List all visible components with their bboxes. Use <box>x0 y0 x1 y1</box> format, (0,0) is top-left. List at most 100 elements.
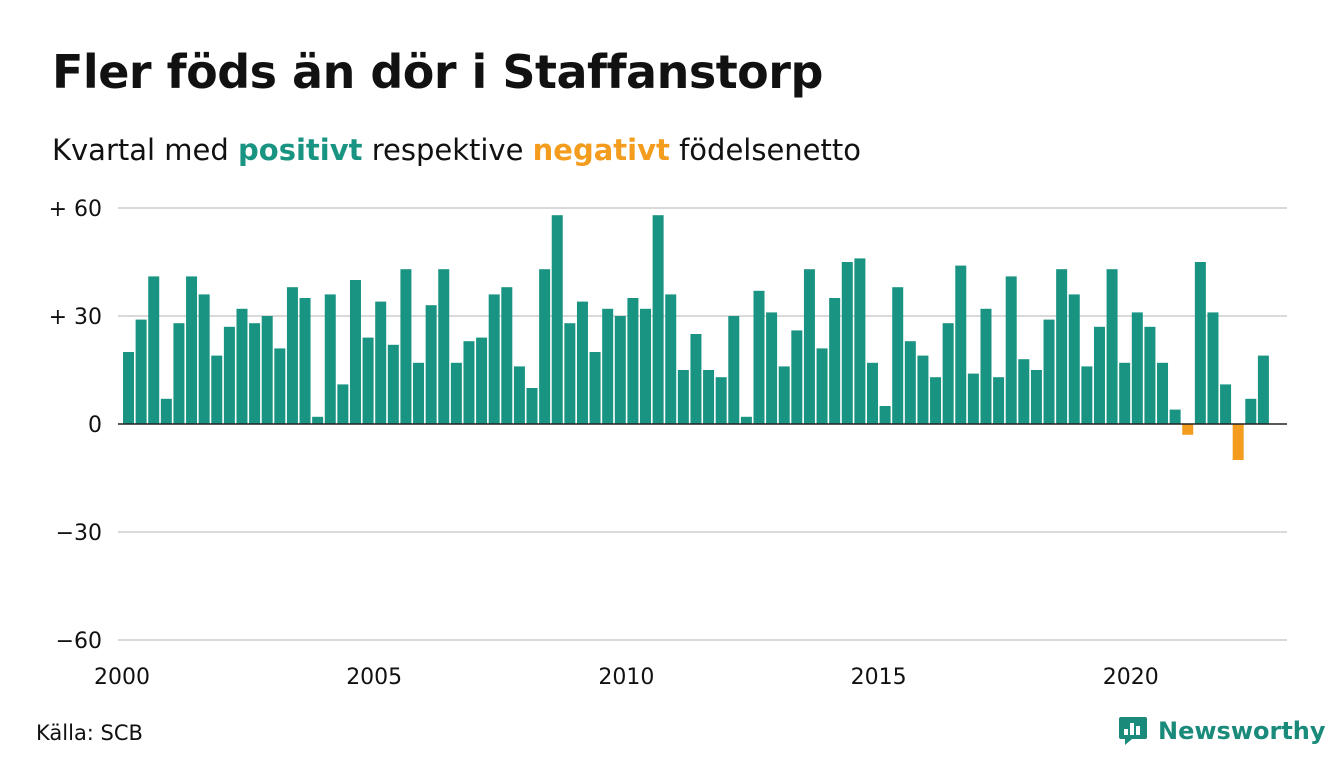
grid-lines <box>118 207 1287 641</box>
bar <box>425 305 437 424</box>
y-tick-label: −60 <box>56 629 102 654</box>
bar-chart: + 60 + 30 0 −30 −60 2000 2005 2010 2015 2020 <box>49 197 1287 690</box>
subtitle-middle: respektive <box>371 133 524 167</box>
bar <box>286 287 298 424</box>
bar <box>123 352 134 424</box>
bar <box>526 388 538 424</box>
bar <box>488 294 500 424</box>
bar <box>564 323 576 424</box>
bar <box>967 373 979 424</box>
bar <box>1157 362 1169 424</box>
bar <box>879 406 891 424</box>
subtitle-positive-word: positivt <box>238 133 363 167</box>
bar <box>312 416 324 424</box>
bar <box>160 398 172 424</box>
bar <box>803 269 815 424</box>
y-axis-labels: + 60 + 30 0 −30 −60 <box>49 197 102 654</box>
bar <box>1043 319 1055 424</box>
bar <box>589 352 601 424</box>
bar <box>236 308 248 424</box>
x-tick-label: 2015 <box>851 665 907 690</box>
bar <box>375 301 387 424</box>
bar <box>324 294 336 424</box>
bar <box>438 269 450 424</box>
bar <box>1030 370 1042 424</box>
bar <box>349 280 361 424</box>
bar <box>993 377 1005 424</box>
bar <box>211 355 223 424</box>
bar <box>955 265 967 424</box>
bar <box>476 337 488 424</box>
bar <box>1068 294 1080 424</box>
bar <box>249 323 261 424</box>
bar <box>1081 366 1093 424</box>
bar <box>223 326 235 424</box>
bar <box>640 308 652 424</box>
bar <box>1093 326 1105 424</box>
x-axis-labels: 2000 2005 2010 2015 2020 <box>94 665 1159 690</box>
bar <box>778 366 790 424</box>
chart-bubble-icon <box>1119 717 1147 745</box>
bar <box>400 269 412 424</box>
brand-logo[interactable]: Newsworthy <box>1118 712 1326 750</box>
bar <box>261 316 273 424</box>
bar <box>173 323 185 424</box>
bar <box>892 287 904 424</box>
bar <box>1144 326 1156 424</box>
y-tick-label: −30 <box>56 521 102 546</box>
bar <box>1119 362 1131 424</box>
bar <box>829 298 841 424</box>
bar <box>854 258 866 424</box>
bar <box>677 370 689 424</box>
bar <box>1106 269 1118 424</box>
bar <box>1169 409 1181 424</box>
bar <box>627 298 639 424</box>
bar <box>551 215 563 424</box>
bar <box>1194 262 1206 424</box>
bar <box>387 344 399 424</box>
x-tick-label: 2010 <box>598 665 654 690</box>
bar <box>652 215 664 424</box>
chart-title: Fler föds än dör i Staffanstorp <box>52 45 823 99</box>
bar <box>463 341 475 424</box>
subtitle-negative-word: negativt <box>532 133 670 167</box>
x-tick-label: 2005 <box>346 665 402 690</box>
bar <box>576 301 588 424</box>
bar <box>501 287 513 424</box>
brand-name: Newsworthy <box>1158 717 1326 745</box>
subtitle-suffix: födelsenetto <box>679 133 861 167</box>
bar <box>450 362 462 424</box>
bar <box>816 348 828 424</box>
bar <box>148 276 160 424</box>
bars <box>123 215 1269 460</box>
bar <box>715 377 727 424</box>
bar <box>791 330 803 424</box>
y-tick-label: + 30 <box>49 305 102 330</box>
bar <box>614 316 626 424</box>
bar <box>1257 355 1269 424</box>
bar <box>198 294 210 424</box>
bar <box>917 355 929 424</box>
bar <box>753 290 765 424</box>
bar <box>728 316 740 424</box>
bar <box>1182 424 1194 435</box>
bar <box>539 269 551 424</box>
bar <box>1005 276 1017 424</box>
bar <box>980 308 992 424</box>
bar <box>135 319 147 424</box>
bar <box>1018 359 1030 424</box>
bar <box>703 370 715 424</box>
bar <box>337 384 349 424</box>
bar <box>766 312 778 424</box>
bar <box>413 362 425 424</box>
x-tick-label: 2000 <box>94 665 150 690</box>
y-tick-label: 0 <box>88 413 102 438</box>
bar <box>866 362 878 424</box>
y-tick-label: + 60 <box>49 197 102 222</box>
bar <box>841 262 853 424</box>
bar <box>1245 398 1257 424</box>
bar <box>362 337 374 424</box>
bar <box>942 323 954 424</box>
bar <box>186 276 198 424</box>
bar <box>299 298 311 424</box>
